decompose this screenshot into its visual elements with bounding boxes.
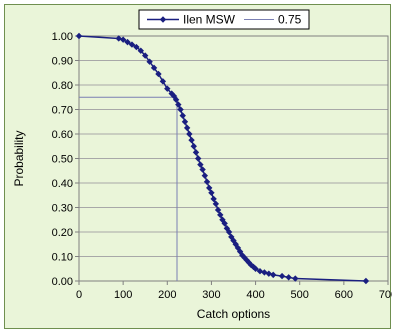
- ilen-msw-point: [192, 149, 200, 156]
- y-tick-label: 0.10: [52, 252, 73, 264]
- x-tick-label: 500: [291, 289, 309, 301]
- ilen-msw-point: [199, 166, 206, 173]
- ilen-msw-point: [146, 58, 153, 65]
- x-tick-label: 400: [246, 289, 264, 301]
- y-tick-label: 0.70: [52, 105, 73, 117]
- catch-probability-chart: 0.00 0.10 0.20 0.30 0.40 0.50 0.60 0.70 0.80 0.90…: [12, 9, 392, 321]
- ilen-msw-point: [159, 78, 167, 85]
- ilen-msw-point: [137, 47, 144, 54]
- ilen-msw-point: [278, 272, 286, 280]
- y-tick-label: 0.30: [52, 203, 73, 215]
- ilen-msw-point: [285, 274, 292, 281]
- legend-label-threshold: 0.75: [278, 13, 302, 27]
- x-axis-title: Catch options: [197, 307, 270, 321]
- y-tick-label: 0.60: [52, 129, 73, 141]
- ilen-msw-point: [190, 143, 197, 150]
- ilen-msw-point: [188, 136, 195, 144]
- ilen-msw-point: [206, 184, 213, 192]
- ilen-msw-point: [155, 70, 162, 78]
- y-tick-label: 0.90: [52, 56, 73, 68]
- ilen-msw-point: [232, 241, 239, 248]
- ilen-msw-point: [270, 271, 277, 279]
- ilen-msw-point: [181, 118, 189, 125]
- x-tick-label: 600: [335, 289, 353, 301]
- ilen-msw-point: [128, 41, 136, 48]
- ilen-msw-point: [194, 155, 202, 162]
- y-tick-label: 0.40: [52, 178, 73, 190]
- ilen-msw-point: [217, 211, 224, 219]
- ilen-msw-point: [219, 216, 226, 223]
- ilen-msw-point: [164, 85, 171, 92]
- x-tick-label: 0: [76, 289, 82, 301]
- ilen-msw-point: [177, 106, 184, 113]
- ilen-msw-point: [186, 130, 193, 138]
- y-axis-title: Probability: [12, 130, 26, 186]
- ilen-msw-point: [172, 96, 180, 103]
- y-tick-label: 0.50: [52, 154, 73, 166]
- ilen-msw-point: [133, 43, 140, 51]
- ilen-msw-point: [179, 112, 186, 119]
- legend-marker-ilen-msw: [159, 16, 167, 23]
- x-tick-label: 300: [202, 289, 220, 301]
- ilen-msw-point: [212, 200, 220, 208]
- ilen-msw-point: [197, 161, 204, 168]
- ilen-msw-point: [208, 189, 215, 196]
- ilen-msw-point: [292, 275, 299, 282]
- ilen-msw-point: [203, 178, 211, 185]
- legend-box: [138, 9, 310, 30]
- grid-layer: [79, 60, 388, 257]
- ilen-msw-point: [150, 64, 158, 72]
- x-tick-label: 100: [114, 289, 132, 301]
- y-tick-label: 0.00: [52, 276, 73, 288]
- ilen-msw-point: [214, 206, 222, 214]
- y-tick-label: 0.20: [52, 227, 73, 239]
- ilen-msw-point: [75, 32, 83, 40]
- ilen-msw-point: [183, 124, 191, 132]
- y-axis-ticks: 0.00 0.10 0.20 0.30 0.40 0.50 0.60 0.70 0.80 0.90…: [52, 31, 79, 288]
- ilen-msw-point: [142, 52, 149, 59]
- x-axis-ticks: 0 100 200 300 400 500 600 700: [76, 281, 392, 301]
- ilen-msw-point: [124, 38, 131, 46]
- legend: Ilen MSW 0.75: [138, 9, 310, 30]
- series-layer: [75, 32, 370, 285]
- ilen-msw-point: [210, 195, 217, 203]
- legend-label-ilen-msw: Ilen MSW: [183, 13, 236, 27]
- x-tick-label: 700: [379, 289, 392, 301]
- chart-frame: 0.00 0.10 0.20 0.30 0.40 0.50 0.60 0.70 0.80 0.90…: [4, 4, 392, 329]
- ilen-msw-point: [175, 101, 182, 108]
- y-tick-label: 0.80: [52, 80, 73, 92]
- ilen-msw-point: [221, 220, 228, 227]
- ilen-msw-point: [225, 228, 233, 236]
- ilen-msw-point: [252, 265, 259, 272]
- x-tick-label: 200: [158, 289, 176, 301]
- ilen-msw-point: [119, 36, 127, 43]
- ilen-msw-point: [362, 277, 370, 285]
- threshold-line: [79, 96, 178, 281]
- y-tick-label: 1.00: [52, 31, 73, 43]
- ilen-msw-point: [201, 172, 209, 179]
